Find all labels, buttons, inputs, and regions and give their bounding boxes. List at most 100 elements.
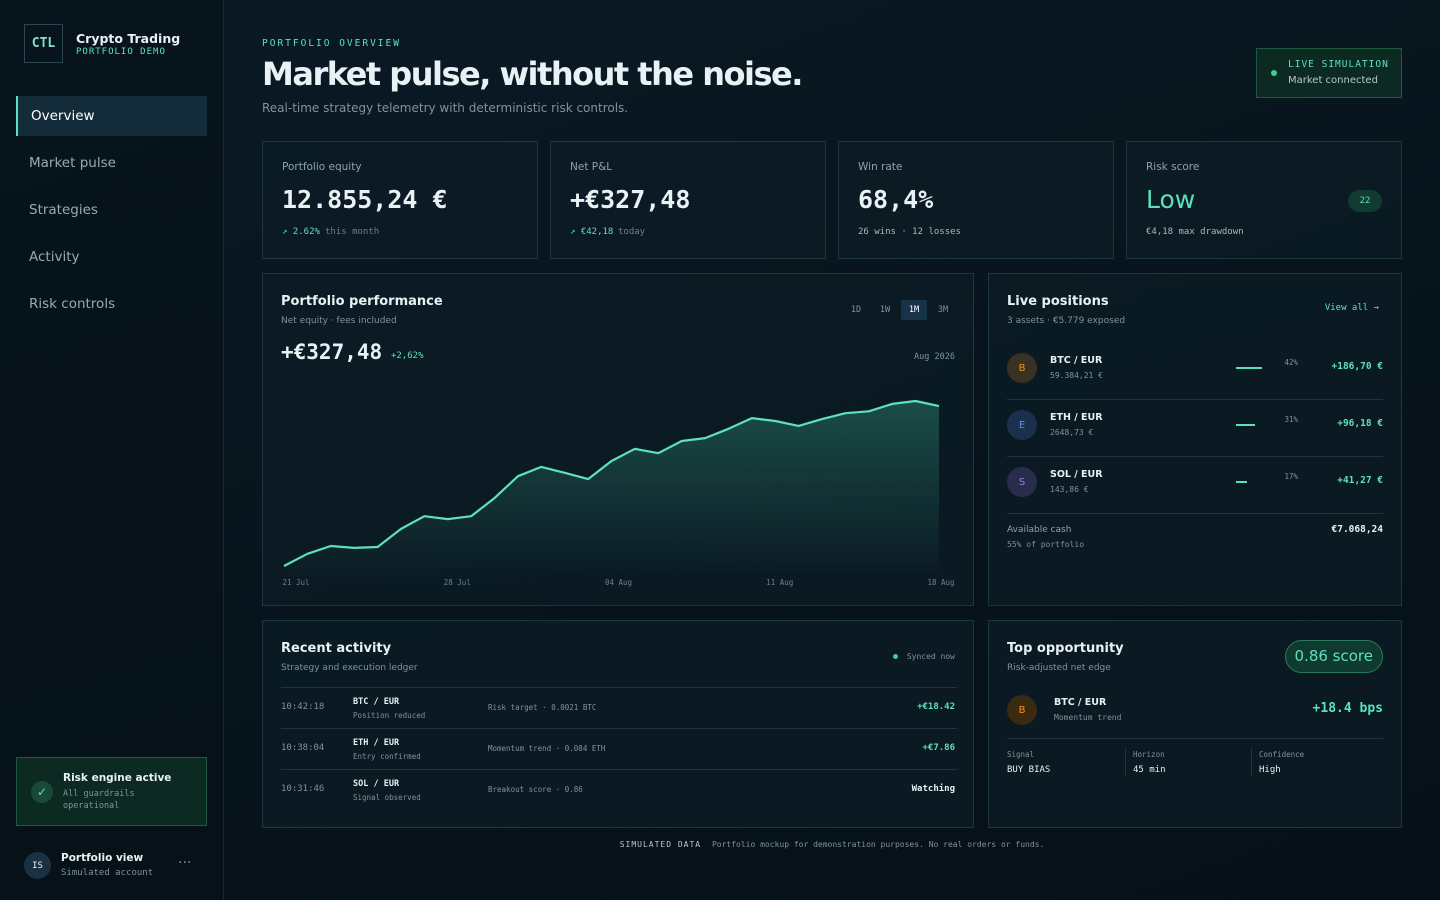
area: [284, 401, 939, 579]
score-badge: 0.86 score: [1284, 640, 1383, 673]
live-dot: [1271, 70, 1277, 76]
view-all[interactable]: View all →: [1324, 303, 1379, 313]
divider: [1007, 738, 1383, 739]
asset-icon: E: [1007, 410, 1037, 440]
status-text: All guardrails operational: [63, 789, 135, 811]
share-bar: [1236, 367, 1263, 369]
chart: 21 Jul 28 Jul 04 Aug 11 Aug 18 Aug: [282, 399, 955, 587]
sync-dot: [893, 654, 898, 659]
asset-amount: 59.384,21 €: [1050, 371, 1103, 380]
divider: [1007, 399, 1383, 400]
x-tick-label: 21 Jul: [282, 578, 309, 587]
kpi-value: +€327,48: [570, 185, 691, 214]
panel-title: Live positions: [1007, 294, 1109, 309]
footer: SIMULATED DATA Portfolio mockup for demo…: [0, 840, 1440, 849]
activity-time: 10:38:04: [281, 743, 325, 753]
x-tick-label: 11 Aug: [766, 578, 793, 587]
nav-item[interactable]: Risk controls: [29, 296, 116, 312]
status-card: ✓ Risk engine active All guardrails oper…: [16, 757, 207, 826]
live-text: Market connected: [1288, 75, 1378, 86]
range-tab[interactable]: 3M: [937, 305, 949, 315]
brand-sub: PORTFOLIO DEMO: [76, 47, 166, 57]
activity-pair: ETH / EUR: [353, 738, 400, 748]
asset-icon: B: [1007, 353, 1037, 383]
activity-time: 10:31:46: [281, 784, 325, 794]
status-icon: ✓: [31, 781, 53, 803]
stat-label: Signal: [1007, 750, 1035, 759]
asset-pnl: +96,18 €: [1337, 418, 1383, 429]
x-tick-label: 04 Aug: [605, 578, 632, 587]
kpi-note: this month: [325, 227, 380, 237]
kpi-value: 12.855,24 €: [282, 185, 448, 214]
divider: [1251, 748, 1252, 776]
activity-result: Watching: [911, 784, 955, 794]
share-label: 42%: [1284, 358, 1298, 367]
panel-subtitle: Risk-adjusted net edge: [1007, 663, 1111, 673]
divider: [1125, 748, 1126, 776]
stat-label: Horizon: [1133, 750, 1165, 759]
activity-detail: Risk target · 0.0021 BTC: [488, 703, 597, 712]
asset-pnl: +41,27 €: [1337, 475, 1383, 486]
kpi-label: Net P&L: [570, 161, 613, 173]
avatar: IS: [24, 852, 51, 879]
panel-subtitle: Strategy and execution ledger: [281, 663, 418, 673]
nav-item[interactable]: Strategies: [29, 202, 98, 218]
brand: Crypto Trading: [76, 31, 181, 46]
asset-amount: 143,86 €: [1050, 485, 1089, 494]
activity-pair: SOL / EUR: [353, 779, 400, 789]
range-tab[interactable]: 1D: [850, 305, 862, 315]
asset-pair: BTC / EUR: [1054, 697, 1107, 708]
kpi-delta: ↗ €42,18: [570, 227, 614, 237]
kpi-value: Low: [1146, 185, 1196, 214]
activity-status: Entry confirmed: [353, 752, 421, 761]
x-tick-label: 28 Jul: [444, 578, 471, 587]
divider: [281, 687, 957, 688]
range-tab[interactable]: 1W: [879, 305, 891, 315]
share-label: 31%: [1284, 415, 1298, 424]
panel-subtitle: Net equity · fees included: [281, 316, 397, 326]
x-tick-label: 18 Aug: [927, 578, 954, 587]
activity-detail: Breakout score · 0.86: [488, 785, 583, 794]
page-subtitle: Real-time strategy telemetry with determ…: [262, 101, 629, 115]
kpi-note: today: [618, 227, 646, 237]
kpi-card: Net P&L +€327,48 ↗ €42,18 today: [550, 141, 826, 259]
kpi-label: Win rate: [858, 161, 903, 173]
kpi-value: 68,4%: [858, 185, 934, 214]
live-badge: LIVE SIMULATION Market connected: [1256, 48, 1402, 98]
divider: [1007, 456, 1383, 457]
stat-value: High: [1259, 765, 1281, 775]
asset-pair: BTC / EUR: [1050, 355, 1103, 366]
logo: CTL: [24, 24, 63, 63]
activity-time: 10:42:18: [281, 702, 325, 712]
divider: [281, 769, 957, 770]
cash-note: 55% of portfolio: [1007, 540, 1085, 549]
activity-pair: BTC / EUR: [353, 697, 400, 707]
performance-change: +2,62%: [391, 351, 424, 361]
performance-value: +€327,48: [281, 340, 383, 364]
cash-value: €7.068,24: [1331, 524, 1383, 535]
nav-item[interactable]: Activity: [29, 249, 80, 265]
footer-tag: SIMULATED DATA: [619, 840, 702, 849]
kpi-label: Portfolio equity: [282, 161, 362, 173]
stat-label: Confidence: [1259, 750, 1305, 759]
edge: +18.4 bps: [1312, 701, 1383, 716]
asset-pair: SOL / EUR: [1050, 469, 1103, 480]
line: [283, 399, 940, 567]
activity-result: +€7.86: [922, 743, 955, 753]
asset-strategy: Momentum trend: [1054, 713, 1122, 722]
nav-item[interactable]: Overview: [16, 96, 207, 136]
divider: [281, 728, 957, 729]
sidebar: CTL Crypto Trading PORTFOLIO DEMO Overvi…: [0, 0, 224, 900]
asset-pnl: +186,70 €: [1331, 361, 1383, 372]
nav-item[interactable]: Market pulse: [29, 155, 116, 171]
kpi-badge: 22: [1348, 190, 1382, 212]
menu-dots[interactable]: ···: [178, 855, 192, 871]
stat-value: 45 min: [1133, 765, 1166, 775]
sync-text: Synced now: [906, 652, 955, 661]
divider: [1007, 513, 1383, 514]
kpi-card: Win rate 68,4% 26 wins · 12 losses: [838, 141, 1114, 259]
range-tab[interactable]: 1M: [901, 300, 927, 320]
activity-result: +€18.42: [917, 702, 955, 712]
cash-label: Available cash: [1007, 525, 1072, 535]
